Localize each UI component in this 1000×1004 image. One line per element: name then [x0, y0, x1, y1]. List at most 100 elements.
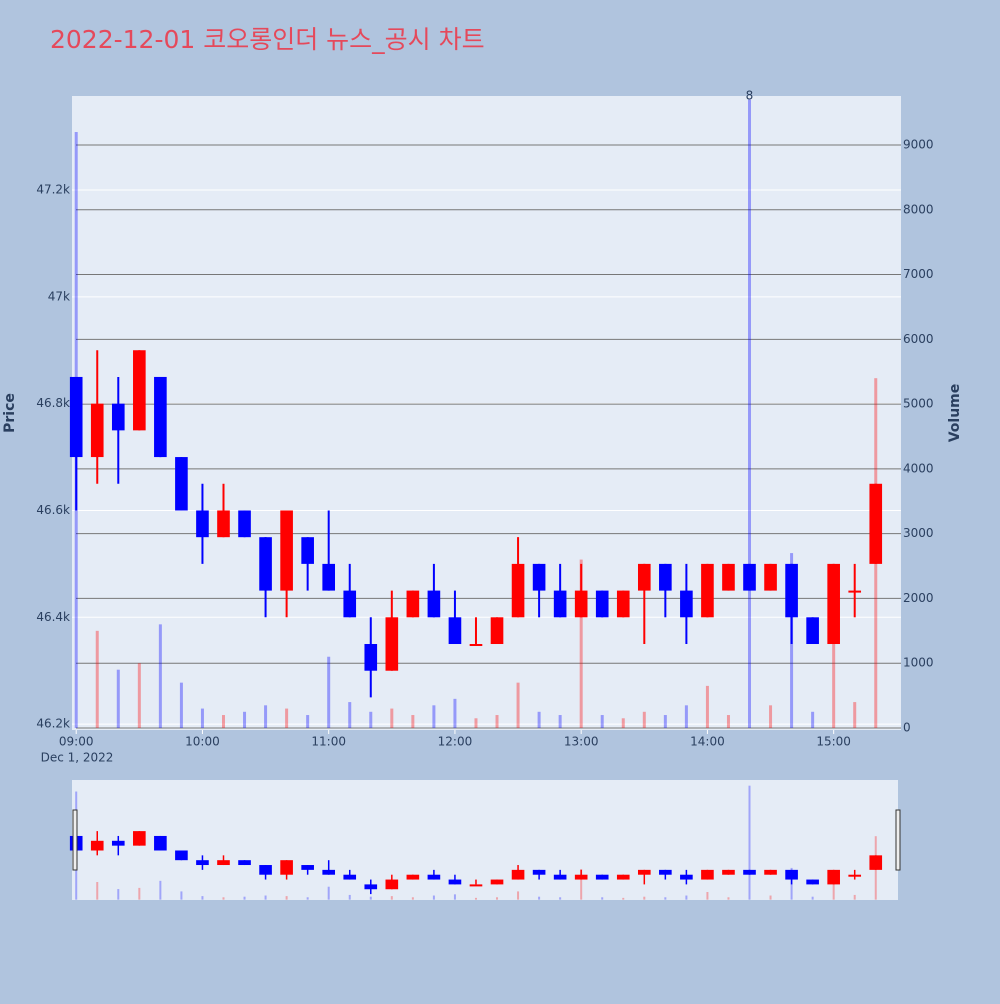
candle-body: [259, 537, 272, 591]
x-tick-label: 15:00: [816, 735, 851, 749]
mini-volume-bar: [222, 897, 225, 900]
mini-candle-body: [764, 869, 777, 875]
mini-candle-body: [637, 869, 651, 875]
candle-body: [743, 563, 756, 591]
mini-volume-bar: [369, 896, 372, 900]
candle-body: [848, 590, 862, 593]
volume-bar: [832, 611, 836, 728]
mini-candle-body: [469, 884, 483, 887]
range-slider[interactable]: [72, 780, 898, 900]
mini-candle-body: [175, 850, 188, 861]
y-tick-label: 46.8k: [36, 396, 70, 410]
annotation: 8: [746, 89, 754, 103]
volume-bar: [179, 682, 183, 728]
mini-candle-body: [827, 869, 840, 885]
mini-candle-body: [701, 869, 714, 880]
volume-bar: [243, 711, 247, 728]
volume-bar: [558, 715, 562, 728]
mini-volume-bar: [411, 897, 414, 900]
volume-bar: [221, 715, 225, 728]
mini-candle-body: [680, 874, 693, 880]
candle-body: [427, 590, 441, 618]
mini-candle-body: [490, 879, 504, 885]
y2-tick-label: 2000: [903, 591, 934, 605]
candle-body: [448, 617, 462, 645]
candle-body: [175, 457, 188, 511]
mini-candle-body: [385, 879, 399, 890]
candle-body: [785, 563, 798, 618]
mini-candle-body: [532, 869, 546, 875]
mini-volume-bar: [96, 882, 99, 900]
mini-candle-body: [448, 879, 462, 885]
mini-candle-body: [90, 840, 104, 851]
candle-body: [301, 537, 314, 564]
x-tick-label: 09:00: [59, 735, 94, 749]
y-tick-label: 46.4k: [36, 610, 70, 624]
candle-body: [469, 644, 483, 647]
candle-body: [659, 563, 672, 591]
candle-body: [217, 510, 230, 538]
y2-axis-title: Volume: [947, 384, 963, 443]
candle-body: [280, 510, 293, 591]
volume-bar: [537, 711, 541, 728]
mini-candle-body: [406, 874, 420, 880]
range-handle-left: [72, 809, 78, 871]
mini-volume-bar: [201, 896, 204, 900]
mini-candle-body: [322, 869, 336, 875]
mini-candle-body: [364, 884, 378, 890]
volume-bar: [726, 715, 730, 728]
candle-body: [133, 350, 146, 431]
candle-body: [574, 590, 588, 618]
mini-volume-bar: [811, 896, 814, 900]
candle-body: [364, 644, 378, 671]
y2-tick-label: 1000: [903, 656, 934, 670]
volume-bar: [748, 99, 752, 728]
candle-body: [869, 483, 883, 564]
candle-body: [322, 563, 336, 591]
mini-volume-bar: [474, 897, 477, 900]
mini-volume-bar: [453, 894, 456, 900]
x-tick-label: 11:00: [311, 735, 346, 749]
volume-bar: [137, 663, 141, 728]
chart-title: 2022-12-01 코오롱인더 뉴스_공시 차트: [50, 25, 485, 54]
volume-bar: [495, 715, 499, 728]
mini-candle-body: [133, 831, 146, 846]
y2-tick-label: 3000: [903, 526, 934, 540]
mini-candle-body: [595, 874, 609, 880]
candle-body: [111, 403, 125, 431]
x-tick-label: 14:00: [690, 735, 725, 749]
candle-body: [238, 510, 251, 538]
mini-candle-body: [743, 869, 756, 875]
volume-bar: [116, 669, 120, 728]
y2-tick-label: 6000: [903, 332, 934, 346]
mini-candle-body: [659, 869, 672, 875]
mini-volume-bar: [496, 897, 499, 900]
mini-volume-bar: [580, 869, 583, 900]
x-tick-label: 12:00: [438, 735, 473, 749]
candle-body: [90, 403, 104, 458]
mini-volume-bar: [264, 895, 267, 900]
volume-bar: [769, 705, 773, 728]
mini-volume-bar: [285, 896, 288, 900]
candle-body: [764, 563, 777, 591]
volume-bar: [684, 705, 688, 728]
mini-candle-body: [259, 865, 272, 875]
mini-volume-bar: [853, 894, 856, 900]
candle-body: [532, 563, 546, 591]
volume-bar: [200, 708, 204, 728]
candle-body: [385, 617, 399, 671]
mini-volume-bar: [117, 889, 120, 900]
y-tick-label: 47.2k: [36, 183, 70, 197]
mini-candle-body: [280, 860, 293, 875]
candle-body: [406, 590, 420, 618]
candle-body: [343, 590, 357, 618]
candle-body: [637, 563, 651, 591]
y2-tick-label: 8000: [903, 202, 934, 216]
mini-volume-bar: [664, 897, 667, 900]
y2-tick-label: 4000: [903, 461, 934, 475]
candle-body: [154, 376, 167, 458]
volume-bar: [663, 715, 667, 728]
mini-candle-body: [616, 874, 630, 880]
mini-candle-body: [785, 869, 798, 880]
